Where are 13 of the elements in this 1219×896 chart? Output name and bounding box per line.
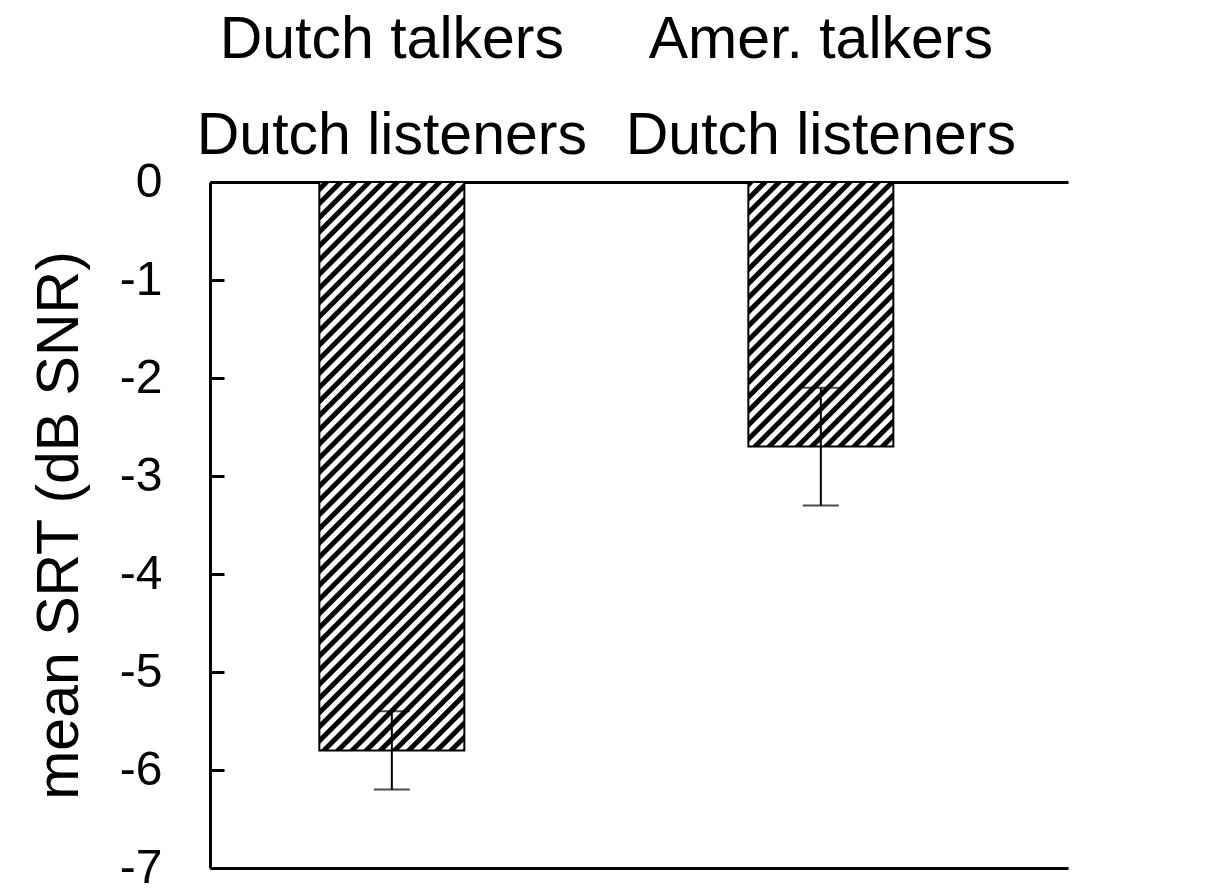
y-tick-label: -5: [119, 643, 163, 697]
y-tick-label: -4: [119, 545, 163, 599]
text: Dutch listeners: [196, 101, 587, 167]
y-tick-label: -3: [119, 447, 163, 501]
y-tick-label: -1: [119, 251, 163, 305]
y-tick-label: -7: [119, 839, 163, 893]
y-tick-label: -2: [119, 349, 163, 403]
text: Dutch listeners: [625, 101, 1016, 167]
text: Dutch talkers: [219, 5, 564, 71]
y-tick-label: 0: [135, 153, 163, 207]
y-tick-label: -6: [119, 741, 163, 795]
y-axis-title: mean SRT (dB SNR): [24, 251, 91, 800]
text: Amer. talkers: [648, 5, 993, 71]
